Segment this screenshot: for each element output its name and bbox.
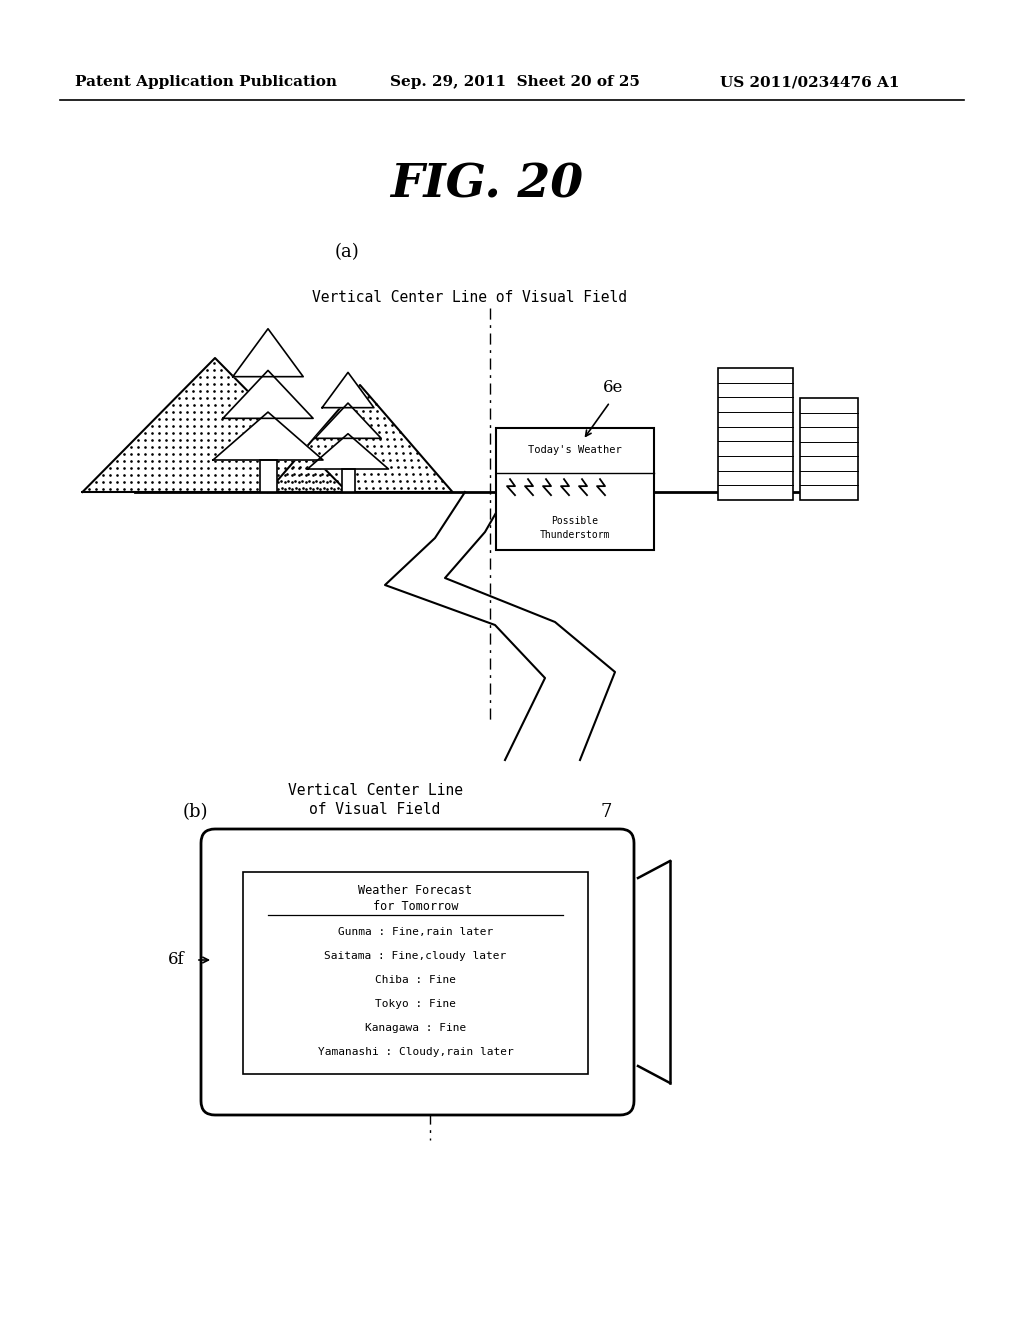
Text: Kanagawa : Fine: Kanagawa : Fine — [365, 1023, 466, 1034]
Polygon shape — [213, 412, 323, 459]
Text: Possible
Thunderstorm: Possible Thunderstorm — [540, 516, 610, 540]
Text: Sep. 29, 2011  Sheet 20 of 25: Sep. 29, 2011 Sheet 20 of 25 — [390, 75, 640, 88]
Text: Saitama : Fine,cloudy later: Saitama : Fine,cloudy later — [325, 950, 507, 961]
Text: (b): (b) — [183, 803, 209, 821]
Text: Gunma : Fine,rain later: Gunma : Fine,rain later — [338, 927, 494, 937]
Text: Vertical Center Line
of Visual Field: Vertical Center Line of Visual Field — [288, 783, 463, 817]
Bar — [341, 469, 354, 492]
Bar — [259, 459, 276, 492]
Polygon shape — [232, 329, 303, 376]
Text: Tokyo : Fine: Tokyo : Fine — [375, 999, 456, 1008]
Text: 6f: 6f — [168, 952, 184, 969]
Text: (a): (a) — [335, 243, 359, 261]
Bar — [496, 428, 654, 550]
FancyBboxPatch shape — [201, 829, 634, 1115]
Text: 7: 7 — [600, 803, 611, 821]
Text: Chiba : Fine: Chiba : Fine — [375, 975, 456, 985]
Polygon shape — [223, 371, 313, 418]
Polygon shape — [83, 358, 347, 492]
Polygon shape — [323, 372, 374, 408]
Text: Today's Weather: Today's Weather — [528, 445, 622, 455]
Text: FIG. 20: FIG. 20 — [390, 162, 583, 209]
Bar — [718, 368, 793, 500]
Text: Yamanashi : Cloudy,rain later: Yamanashi : Cloudy,rain later — [317, 1047, 513, 1057]
Text: for Tomorrow: for Tomorrow — [373, 899, 459, 912]
Polygon shape — [267, 385, 453, 492]
Bar — [243, 873, 588, 1074]
Polygon shape — [314, 403, 381, 438]
Text: Weather Forecast: Weather Forecast — [358, 883, 472, 896]
Text: 6e: 6e — [603, 380, 624, 396]
Text: US 2011/0234476 A1: US 2011/0234476 A1 — [720, 75, 899, 88]
Text: Vertical Center Line of Visual Field: Vertical Center Line of Visual Field — [312, 290, 628, 305]
Text: Patent Application Publication: Patent Application Publication — [75, 75, 337, 88]
Bar — [800, 399, 858, 500]
Polygon shape — [307, 434, 388, 469]
